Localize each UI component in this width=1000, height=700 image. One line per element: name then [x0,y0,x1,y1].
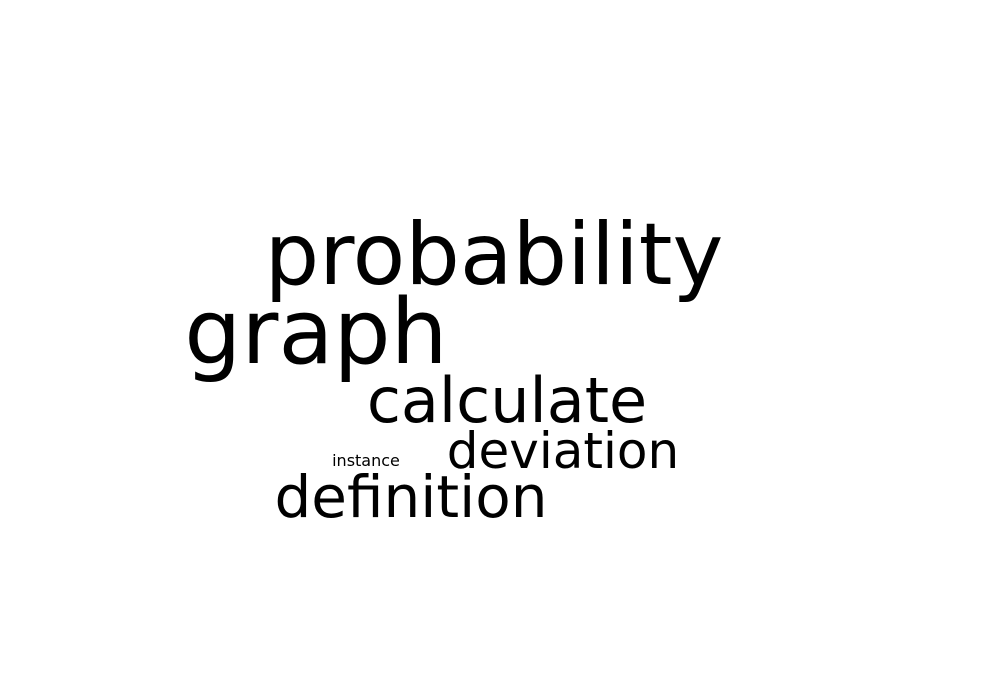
word-instance: instance [332,451,400,470]
word-probability: probability [264,205,724,305]
word-definition: definition [274,463,548,531]
word-graph: graph [184,280,448,385]
word-calculate: calculate [366,364,648,437]
word-deviation: deviation [446,422,680,480]
